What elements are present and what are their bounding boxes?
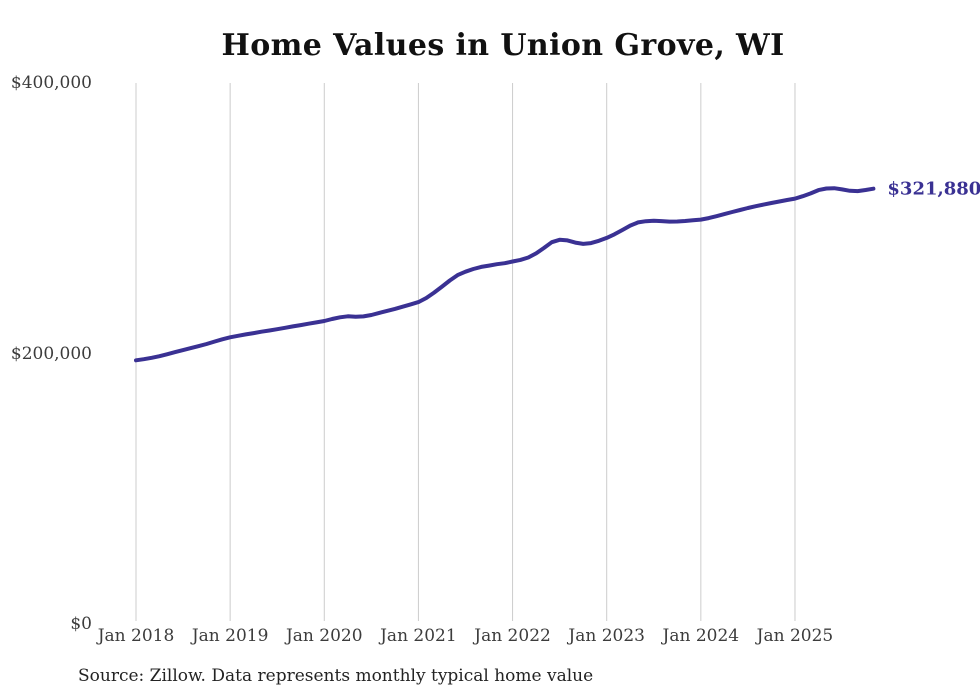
x-tick-label: Jan 2020 (285, 626, 363, 646)
y-tick-label: $200,000 (10, 343, 92, 364)
chart-title: Home Values in Union Grove, WI (221, 28, 785, 63)
source-note: Source: Zillow. Data represents monthly … (78, 666, 594, 686)
x-tick-label: Jan 2019 (191, 626, 269, 646)
x-tick-label: Jan 2023 (568, 626, 645, 646)
y-tick-label: $400,000 (10, 73, 92, 93)
gridlines (135, 83, 796, 621)
x-tick-label: Jan 2025 (756, 626, 834, 646)
home-value-line (134, 186, 876, 363)
x-tick-label: Jan 2022 (474, 626, 551, 646)
x-tick-label: Jan 2024 (662, 626, 740, 646)
latest-value-label: $321,880 (887, 178, 980, 200)
x-tick-label: Jan 2018 (97, 626, 175, 646)
x-tick-label: Jan 2021 (380, 626, 457, 646)
y-tick-label: $0 (70, 614, 92, 634)
